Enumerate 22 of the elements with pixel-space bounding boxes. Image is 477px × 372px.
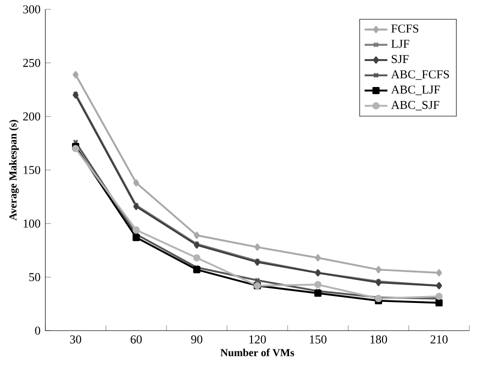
- legend-label: SJF: [392, 55, 409, 64]
- y-tick-label: 50: [29, 273, 40, 282]
- x-tick-label: 120: [249, 335, 266, 344]
- x-tick-label: 90: [191, 335, 202, 344]
- legend-label: ABC_FCFS: [391, 70, 449, 80]
- x-tick-label: 210: [430, 335, 448, 344]
- legend-label: ABC_SJF: [391, 100, 440, 110]
- y-tick-label: 200: [23, 112, 40, 120]
- legend-label: LJF: [391, 40, 410, 48]
- y-tick-label: 0: [35, 326, 40, 335]
- y-tick-label: 300: [23, 5, 40, 14]
- x-tick-label: 60: [130, 335, 142, 344]
- y-tick-label: 250: [23, 58, 40, 67]
- x-tick-label: 30: [70, 335, 82, 344]
- x-tick-label: 150: [310, 335, 326, 344]
- x-axis-title: Number of VMs: [220, 348, 294, 356]
- x-tick-label: 180: [370, 335, 388, 344]
- legend-label: FCFS: [391, 24, 418, 33]
- y-tick-label: 150: [24, 166, 40, 174]
- legend-label: ABC_LJF: [391, 86, 440, 96]
- y-axis-title: Average Makespan (s): [9, 120, 19, 220]
- y-tick-label: 100: [24, 220, 40, 228]
